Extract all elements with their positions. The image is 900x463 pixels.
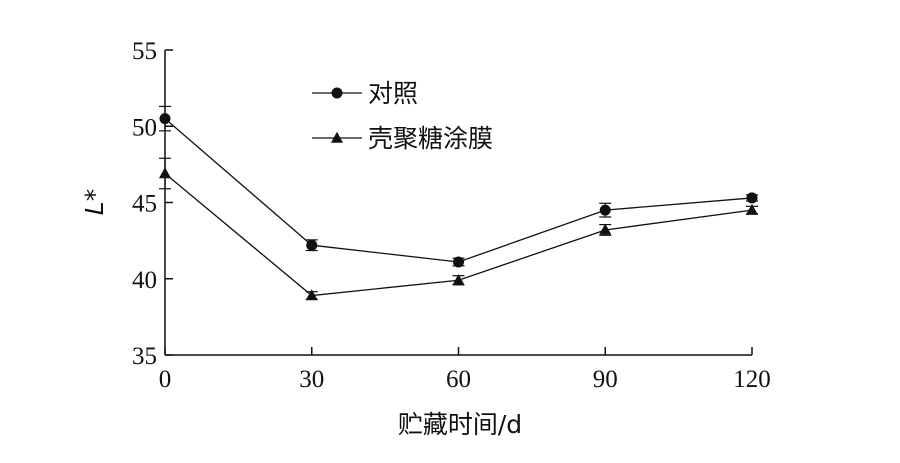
x-tick-label: 120 — [733, 366, 771, 393]
legend-label: 壳聚糖涂膜 — [368, 124, 493, 153]
data-point — [452, 274, 465, 285]
y-tick-label: 55 — [132, 38, 157, 65]
series-layer — [158, 105, 759, 301]
x-tick-label: 30 — [299, 366, 324, 393]
x-axis-label: 贮藏时间/d — [398, 410, 522, 439]
series-2 — [158, 157, 759, 301]
x-tick-label: 0 — [159, 366, 172, 393]
data-point — [745, 203, 759, 215]
y-tick-label: 45 — [132, 191, 157, 218]
data-point — [159, 113, 171, 125]
legend-marker — [331, 87, 343, 99]
legend-item-2: 壳聚糖涂膜 — [312, 124, 493, 153]
data-point — [158, 167, 172, 179]
x-tick-label: 60 — [446, 366, 471, 393]
data-point — [453, 256, 464, 268]
data-point — [599, 223, 612, 235]
y-tick-label: 35 — [132, 343, 157, 370]
legend-label: 对照 — [368, 79, 418, 108]
axes: 35 40 45 50 55 0 30 60 90 120 — [132, 38, 771, 393]
data-point — [746, 192, 758, 204]
y-tick-label: 50 — [132, 114, 157, 141]
data-point — [306, 239, 318, 251]
y-axis-label: L* — [80, 189, 109, 215]
y-tick-label: 40 — [132, 267, 157, 294]
legend-marker — [330, 131, 344, 143]
data-point — [305, 289, 318, 301]
legend-item-1: 对照 — [312, 79, 418, 108]
data-point — [599, 204, 611, 216]
series-1 — [159, 105, 758, 268]
x-tick-label: 90 — [593, 366, 618, 393]
